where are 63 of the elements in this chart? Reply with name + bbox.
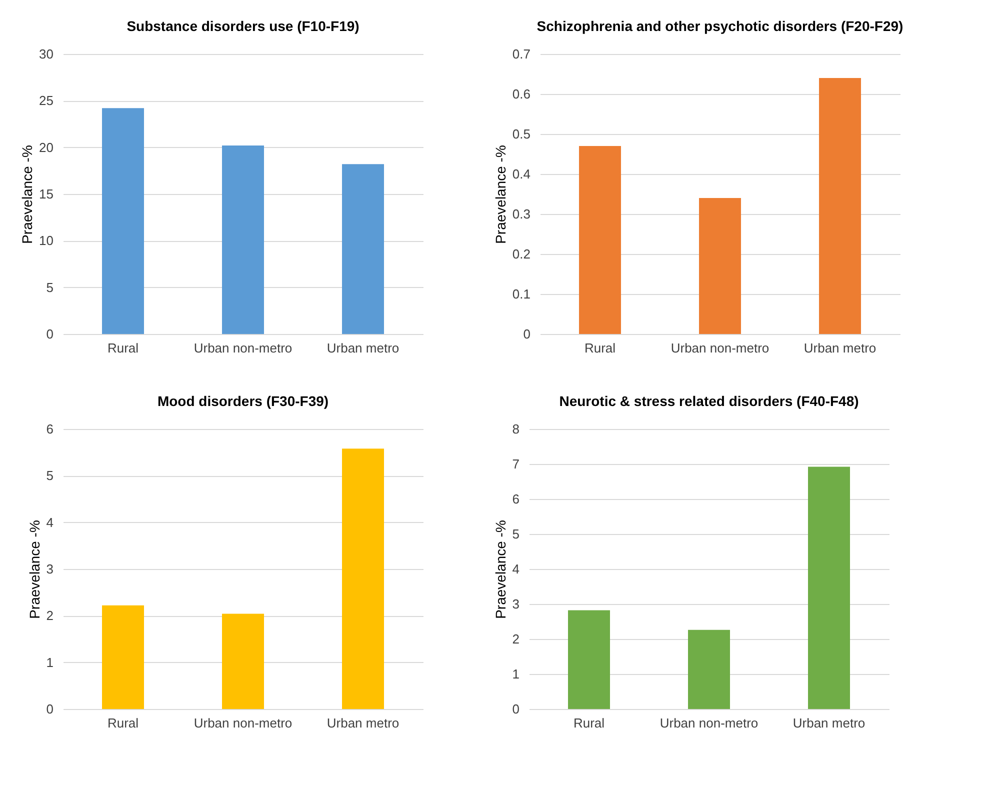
chart-title: Schizophrenia and other psychotic disorders (F20-F29) (536, 18, 904, 34)
bar (579, 146, 621, 334)
y-tick-label: 3 (46, 562, 54, 576)
y-tick-label: 0.5 (512, 126, 530, 142)
y-axis-title: Praevelance -% (492, 520, 508, 619)
bar (342, 164, 384, 334)
y-tick-label: 0.6 (512, 86, 530, 102)
y-tick-label: 30 (39, 46, 54, 62)
y-axis-title: Praevelance -% (26, 520, 42, 619)
chart-title: Neurotic & stress related disorders (F40-F48) (559, 393, 859, 409)
bar (102, 605, 144, 709)
x-tick-label: Urban non-metro (194, 340, 292, 356)
x-tick-label: Urban non-metro (194, 716, 292, 730)
bar (699, 198, 741, 334)
y-tick-label: 25 (39, 93, 54, 108)
y-tick-label: 4 (512, 562, 520, 576)
y-tick-label: 0 (46, 702, 54, 716)
chart-title: Mood disorders (F30-F39) (157, 393, 329, 409)
y-tick-label: 5 (46, 468, 54, 484)
y-tick-label: 2 (46, 608, 54, 624)
x-tick-label: Urban metro (804, 340, 876, 356)
y-tick-label: 0.3 (512, 206, 530, 222)
x-tick-label: Urban metro (792, 716, 866, 730)
y-tick-label: 10 (39, 233, 54, 248)
x-tick-label: Urban metro (326, 716, 400, 730)
y-tick-label: 15 (39, 186, 54, 202)
y-tick-label: 8 (512, 422, 520, 436)
bar (808, 466, 850, 709)
y-tick-label: 3 (512, 596, 520, 612)
x-tick-label: Rural (573, 716, 605, 730)
bar (222, 614, 264, 709)
y-tick-label: 4 (46, 514, 54, 530)
y-tick-label: 7 (512, 456, 520, 472)
y-tick-label: 0.4 (512, 166, 530, 182)
x-tick-label: Rural (107, 716, 139, 730)
x-tick-label: Urban non-metro (660, 716, 758, 730)
y-tick-label: 5 (512, 526, 520, 542)
x-tick-label: Urban metro (326, 340, 400, 356)
bar (568, 610, 610, 709)
bar (688, 630, 730, 709)
y-tick-label: 5 (46, 280, 54, 295)
y-tick-label: 20 (39, 140, 54, 155)
y-tick-label: 0.1 (512, 286, 530, 302)
y-tick-label: 2 (512, 632, 520, 646)
chart-title: Substance disorders use (F10-F19) (126, 18, 360, 34)
x-tick-label: Rural (107, 340, 139, 356)
y-tick-label: 1 (512, 666, 520, 682)
y-tick-label: 0 (523, 326, 530, 342)
bar (819, 78, 861, 334)
bar (222, 145, 264, 334)
x-tick-label: Rural (584, 340, 616, 356)
y-tick-label: 1 (46, 654, 54, 670)
bar (342, 448, 384, 709)
bar (102, 108, 144, 334)
y-tick-label: 0 (46, 326, 54, 342)
y-tick-label: 0.2 (512, 246, 530, 262)
y-axis-title: Praevelance -% (19, 145, 36, 244)
y-tick-label: 6 (46, 422, 54, 436)
y-tick-label: 6 (512, 492, 520, 506)
x-tick-label: Urban non-metro (670, 340, 770, 356)
y-tick-label: 0.7 (512, 46, 530, 62)
y-axis-title: Praevelance -% (492, 145, 508, 244)
y-tick-label: 0 (512, 702, 520, 716)
